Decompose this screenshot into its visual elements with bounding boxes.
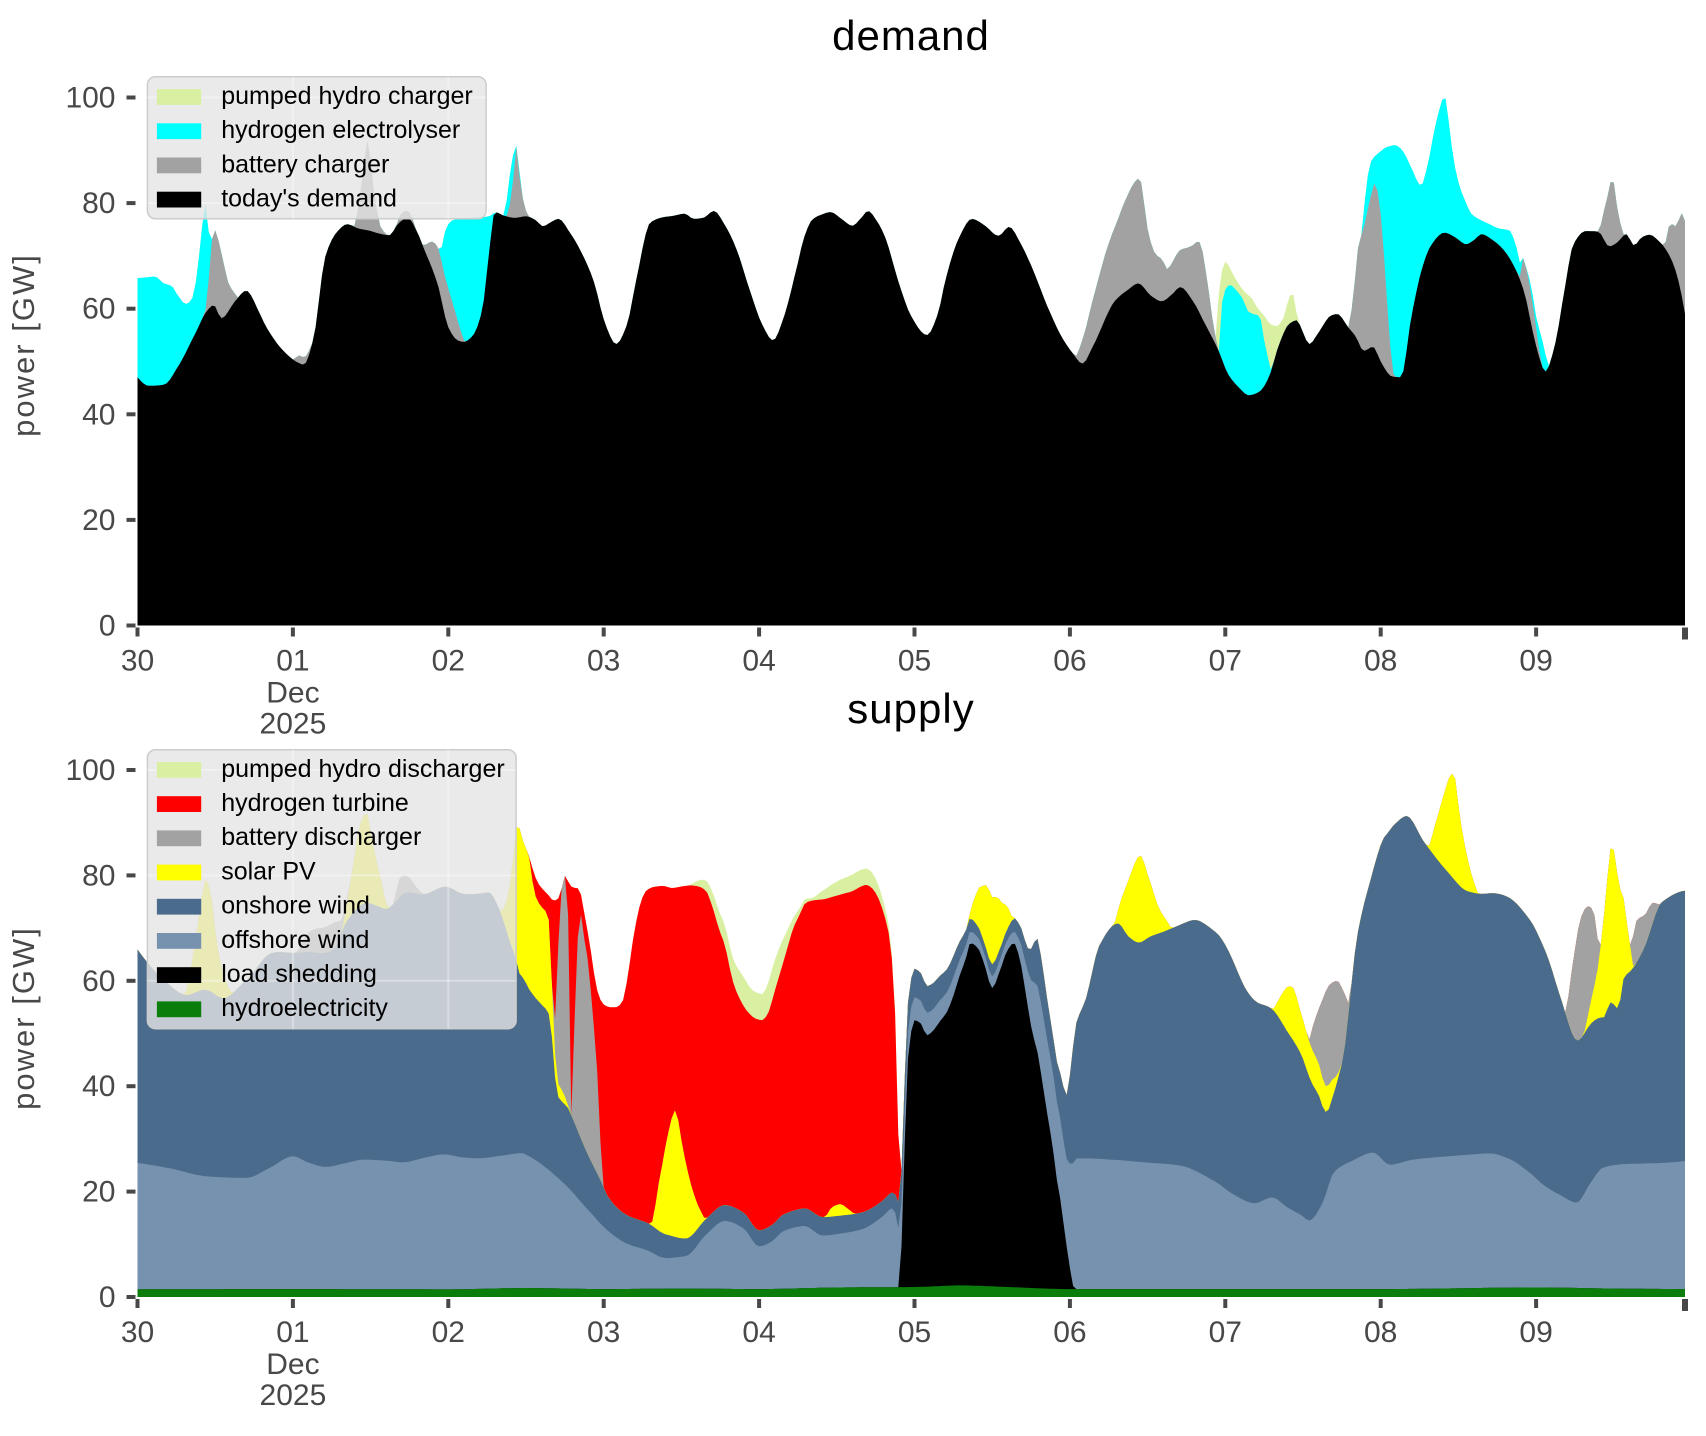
svg-text:battery discharger: battery discharger bbox=[221, 823, 421, 851]
svg-text:hydroelectricity: hydroelectricity bbox=[221, 994, 388, 1022]
svg-text:load shedding: load shedding bbox=[221, 960, 377, 988]
svg-text:offshore wind: offshore wind bbox=[221, 926, 369, 954]
svg-text:60: 60 bbox=[82, 965, 115, 998]
svg-text:demand: demand bbox=[832, 12, 990, 59]
svg-text:40: 40 bbox=[82, 1070, 115, 1103]
svg-text:100: 100 bbox=[65, 82, 115, 115]
svg-text:80: 80 bbox=[82, 859, 115, 892]
svg-text:06: 06 bbox=[1053, 645, 1086, 678]
svg-text:Dec: Dec bbox=[266, 1348, 319, 1381]
svg-text:solar PV: solar PV bbox=[221, 857, 316, 885]
svg-text:today's demand: today's demand bbox=[221, 185, 397, 213]
svg-text:09: 09 bbox=[1519, 1316, 1552, 1349]
svg-text:hydrogen turbine: hydrogen turbine bbox=[221, 789, 409, 817]
svg-text:2025: 2025 bbox=[260, 708, 327, 741]
svg-text:02: 02 bbox=[432, 645, 465, 678]
svg-text:power [GW]: power [GW] bbox=[6, 926, 41, 1110]
svg-text:04: 04 bbox=[742, 1316, 775, 1349]
svg-text:60: 60 bbox=[82, 293, 115, 326]
svg-text:2025: 2025 bbox=[260, 1379, 327, 1412]
svg-text:01: 01 bbox=[276, 1316, 309, 1349]
svg-text:0: 0 bbox=[99, 610, 116, 643]
svg-text:0: 0 bbox=[99, 1281, 116, 1314]
svg-text:08: 08 bbox=[1364, 1316, 1397, 1349]
svg-text:05: 05 bbox=[898, 645, 931, 678]
svg-text:06: 06 bbox=[1053, 1316, 1086, 1349]
svg-text:09: 09 bbox=[1519, 645, 1552, 678]
svg-text:02: 02 bbox=[432, 1316, 465, 1349]
svg-text:01: 01 bbox=[276, 645, 309, 678]
svg-text:Dec: Dec bbox=[266, 677, 319, 710]
svg-text:30: 30 bbox=[121, 645, 154, 678]
svg-text:40: 40 bbox=[82, 398, 115, 431]
svg-text:03: 03 bbox=[587, 645, 620, 678]
svg-text:pumped hydro discharger: pumped hydro discharger bbox=[221, 755, 505, 783]
svg-text:05: 05 bbox=[898, 1316, 931, 1349]
svg-text:supply: supply bbox=[847, 685, 974, 732]
svg-text:04: 04 bbox=[742, 645, 775, 678]
svg-text:20: 20 bbox=[82, 1176, 115, 1209]
svg-text:pumped hydro charger: pumped hydro charger bbox=[221, 82, 473, 110]
svg-text:100: 100 bbox=[65, 754, 115, 787]
svg-text:onshore wind: onshore wind bbox=[221, 892, 370, 920]
svg-text:80: 80 bbox=[82, 187, 115, 220]
svg-text:07: 07 bbox=[1209, 1316, 1242, 1349]
svg-text:hydrogen electrolyser: hydrogen electrolyser bbox=[221, 116, 460, 144]
svg-text:battery charger: battery charger bbox=[221, 150, 389, 178]
svg-text:30: 30 bbox=[121, 1316, 154, 1349]
svg-text:08: 08 bbox=[1364, 645, 1397, 678]
svg-text:07: 07 bbox=[1209, 645, 1242, 678]
svg-text:03: 03 bbox=[587, 1316, 620, 1349]
svg-text:20: 20 bbox=[82, 504, 115, 537]
svg-text:power [GW]: power [GW] bbox=[6, 253, 41, 437]
